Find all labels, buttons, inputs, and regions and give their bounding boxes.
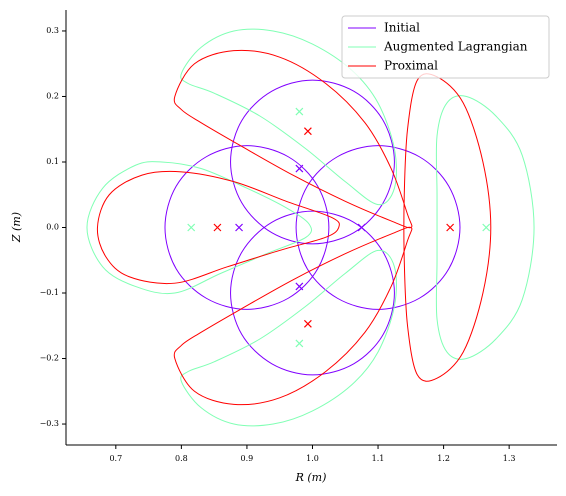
x-tick-label: 0.7 (109, 454, 122, 463)
legend-label: Initial (384, 21, 420, 35)
x-marker (235, 223, 243, 232)
legend: Initial Augmented Lagrangian Proximal (341, 15, 550, 79)
curve (180, 28, 397, 206)
y-tick-label: −0.3 (40, 419, 59, 428)
x-axis-label: R (m) (295, 471, 327, 484)
x-tick-label: 1.3 (503, 454, 516, 463)
x-marker (295, 339, 304, 348)
curve (173, 226, 413, 406)
x-marker (446, 223, 455, 232)
x-tick-label: 0.9 (241, 454, 254, 463)
legend-label: Proximal (384, 59, 438, 73)
x-marker (357, 223, 366, 232)
curve (295, 145, 461, 310)
legend-label: Augmented Lagrangian (383, 40, 528, 54)
curve (86, 161, 312, 295)
y-tick-label: 0.0 (46, 223, 59, 232)
legend-box (341, 15, 550, 79)
x-marker (303, 127, 312, 136)
curve (435, 95, 535, 360)
y-tick-label: −0.1 (40, 288, 59, 297)
x-marker (295, 164, 304, 173)
curve (403, 73, 492, 382)
curve (164, 145, 330, 310)
x-tick-label: 1.0 (306, 454, 319, 463)
curve (230, 79, 395, 245)
x-marker (303, 319, 312, 328)
x-marker (482, 223, 491, 232)
y-tick-label: −0.2 (40, 354, 59, 363)
x-marker (295, 107, 304, 116)
x-marker (295, 282, 304, 291)
y-axis-label: Z (m) (10, 212, 23, 243)
y-tick-label: 0.3 (46, 26, 59, 35)
x-tick-label: 0.8 (175, 454, 188, 463)
curve (96, 170, 340, 285)
y-tick-label: 0.2 (46, 91, 59, 100)
x-marker (213, 223, 222, 232)
curve (180, 249, 397, 427)
curve (230, 210, 395, 376)
x-tick-label: 1.2 (437, 454, 450, 463)
x-tick-label: 1.1 (372, 454, 385, 463)
y-tick-label: 0.1 (46, 157, 59, 166)
curve (173, 49, 413, 229)
x-marker (187, 223, 196, 232)
